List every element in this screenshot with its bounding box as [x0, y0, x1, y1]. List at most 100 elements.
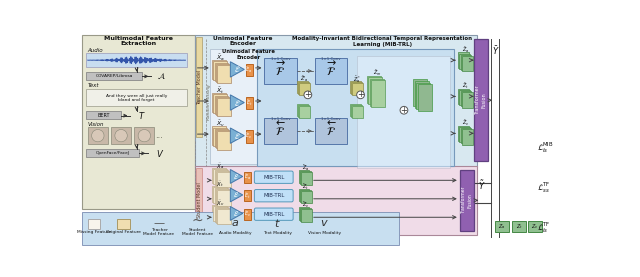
Bar: [86, 89, 187, 106]
Bar: [513, 221, 527, 232]
Text: $\bar{E}_a$: $\bar{E}_a$: [246, 65, 252, 75]
Text: ...: ...: [155, 131, 163, 140]
Text: Audio: Audio: [88, 48, 104, 53]
Text: $Z_t$: $Z_t$: [516, 222, 523, 231]
Bar: [210, 49, 288, 164]
Bar: [213, 94, 227, 113]
Bar: [368, 77, 382, 104]
Text: +: +: [357, 90, 364, 99]
Bar: [298, 105, 309, 117]
Bar: [417, 83, 430, 109]
Text: $\bar{Y}$: $\bar{Y}$: [492, 44, 500, 57]
Bar: [218, 65, 231, 83]
Bar: [218, 191, 231, 206]
Text: $\mathit{a}$: $\mathit{a}$: [231, 218, 239, 228]
Bar: [86, 53, 187, 67]
Text: 1×1 Conv: 1×1 Conv: [271, 57, 291, 61]
Text: $\hat{Z}_t$: $\hat{Z}_t$: [302, 181, 309, 192]
Bar: [86, 111, 121, 119]
Polygon shape: [230, 128, 244, 143]
Text: Unimodal Feature
Encoder: Unimodal Feature Encoder: [223, 49, 275, 60]
Bar: [196, 37, 202, 137]
Bar: [300, 190, 310, 202]
Text: Learning (MIB-TRL): Learning (MIB-TRL): [353, 42, 412, 47]
Bar: [246, 64, 253, 76]
Bar: [212, 126, 226, 145]
Bar: [216, 171, 230, 186]
Text: 1×1 Conv: 1×1 Conv: [271, 117, 291, 122]
Circle shape: [356, 91, 364, 99]
Text: $\tilde{X}_v$: $\tilde{X}_v$: [216, 198, 225, 207]
Text: $\bar{X}_a$: $\bar{X}_a$: [216, 53, 225, 63]
Bar: [196, 168, 202, 233]
Text: $V$: $V$: [156, 148, 164, 159]
Text: $\bar{X}_v$: $\bar{X}_v$: [216, 119, 225, 129]
Text: 1×1 Conv: 1×1 Conv: [321, 57, 341, 61]
Bar: [81, 35, 195, 209]
Text: And they were all just really
bland and forget: And they were all just really bland and …: [106, 94, 167, 102]
Text: $\tilde{E}_v$: $\tilde{E}_v$: [244, 209, 251, 219]
Bar: [212, 93, 226, 112]
FancyBboxPatch shape: [254, 208, 293, 220]
Bar: [86, 149, 139, 157]
Bar: [216, 64, 230, 82]
Text: $\mathcal{E}$: $\mathcal{E}$: [234, 98, 241, 107]
Text: $\bar{Z}^*_a$: $\bar{Z}^*_a$: [353, 74, 360, 85]
Bar: [88, 219, 100, 229]
Bar: [413, 79, 428, 106]
Text: $\bar{Z}'_a$: $\bar{Z}'_a$: [300, 75, 308, 84]
Text: Student Model: Student Model: [197, 183, 202, 218]
Bar: [212, 60, 226, 79]
Bar: [352, 106, 363, 118]
Bar: [297, 104, 308, 116]
Bar: [415, 81, 429, 108]
Text: $\mathcal{E}$: $\mathcal{E}$: [234, 191, 239, 199]
Text: Text: Text: [88, 83, 99, 88]
Circle shape: [92, 129, 104, 142]
Text: Teacher
Model Feature: Teacher Model Feature: [143, 228, 175, 236]
Text: $\bar{E}_t$: $\bar{E}_t$: [246, 98, 252, 108]
Bar: [315, 118, 348, 144]
Bar: [195, 166, 477, 235]
Bar: [461, 56, 472, 71]
Text: +: +: [401, 106, 408, 115]
Text: 1×1 Conv: 1×1 Conv: [321, 117, 341, 122]
Bar: [528, 221, 542, 232]
Text: $\tilde{X}_a$: $\tilde{X}_a$: [216, 161, 225, 171]
Bar: [351, 82, 362, 94]
Bar: [244, 209, 252, 220]
Text: Random Missing: Random Missing: [207, 85, 211, 120]
Bar: [244, 190, 252, 201]
Bar: [460, 54, 470, 69]
Text: Transformer
Fusion: Transformer Fusion: [461, 187, 472, 214]
Bar: [315, 58, 348, 84]
Bar: [298, 189, 309, 201]
Text: $Z_a$: $Z_a$: [498, 222, 505, 231]
Bar: [461, 129, 472, 145]
Bar: [216, 189, 230, 205]
Circle shape: [138, 129, 150, 142]
Text: $\tilde{E}_a$: $\tilde{E}_a$: [244, 172, 251, 182]
Text: Student
Model Feature: Student Model Feature: [182, 228, 213, 236]
Bar: [495, 221, 509, 232]
Text: $\mathcal{E}$: $\mathcal{E}$: [234, 131, 241, 141]
Bar: [349, 104, 360, 116]
Text: $\mathit{t}$: $\mathit{t}$: [275, 217, 281, 229]
Text: $\mathcal{A}$: $\mathcal{A}$: [157, 72, 166, 81]
Circle shape: [400, 106, 408, 114]
Bar: [195, 35, 477, 167]
Bar: [298, 207, 309, 220]
Text: $\overleftarrow{\mathcal{F}}$: $\overleftarrow{\mathcal{F}}$: [275, 120, 286, 138]
Text: MIB-TRL: MIB-TRL: [263, 212, 284, 217]
Bar: [214, 188, 228, 204]
Bar: [216, 208, 230, 223]
Polygon shape: [230, 95, 244, 110]
Text: $\mathcal{E}$: $\mathcal{E}$: [234, 209, 239, 218]
Bar: [212, 205, 226, 220]
Text: $\mathcal{L}_{ss}^{\mathrm{TF}}$: $\mathcal{L}_{ss}^{\mathrm{TF}}$: [537, 180, 550, 195]
Bar: [461, 91, 472, 106]
Bar: [371, 80, 385, 107]
Text: Transformer
Fusion: Transformer Fusion: [476, 85, 486, 115]
Polygon shape: [230, 170, 243, 183]
Bar: [213, 169, 227, 184]
